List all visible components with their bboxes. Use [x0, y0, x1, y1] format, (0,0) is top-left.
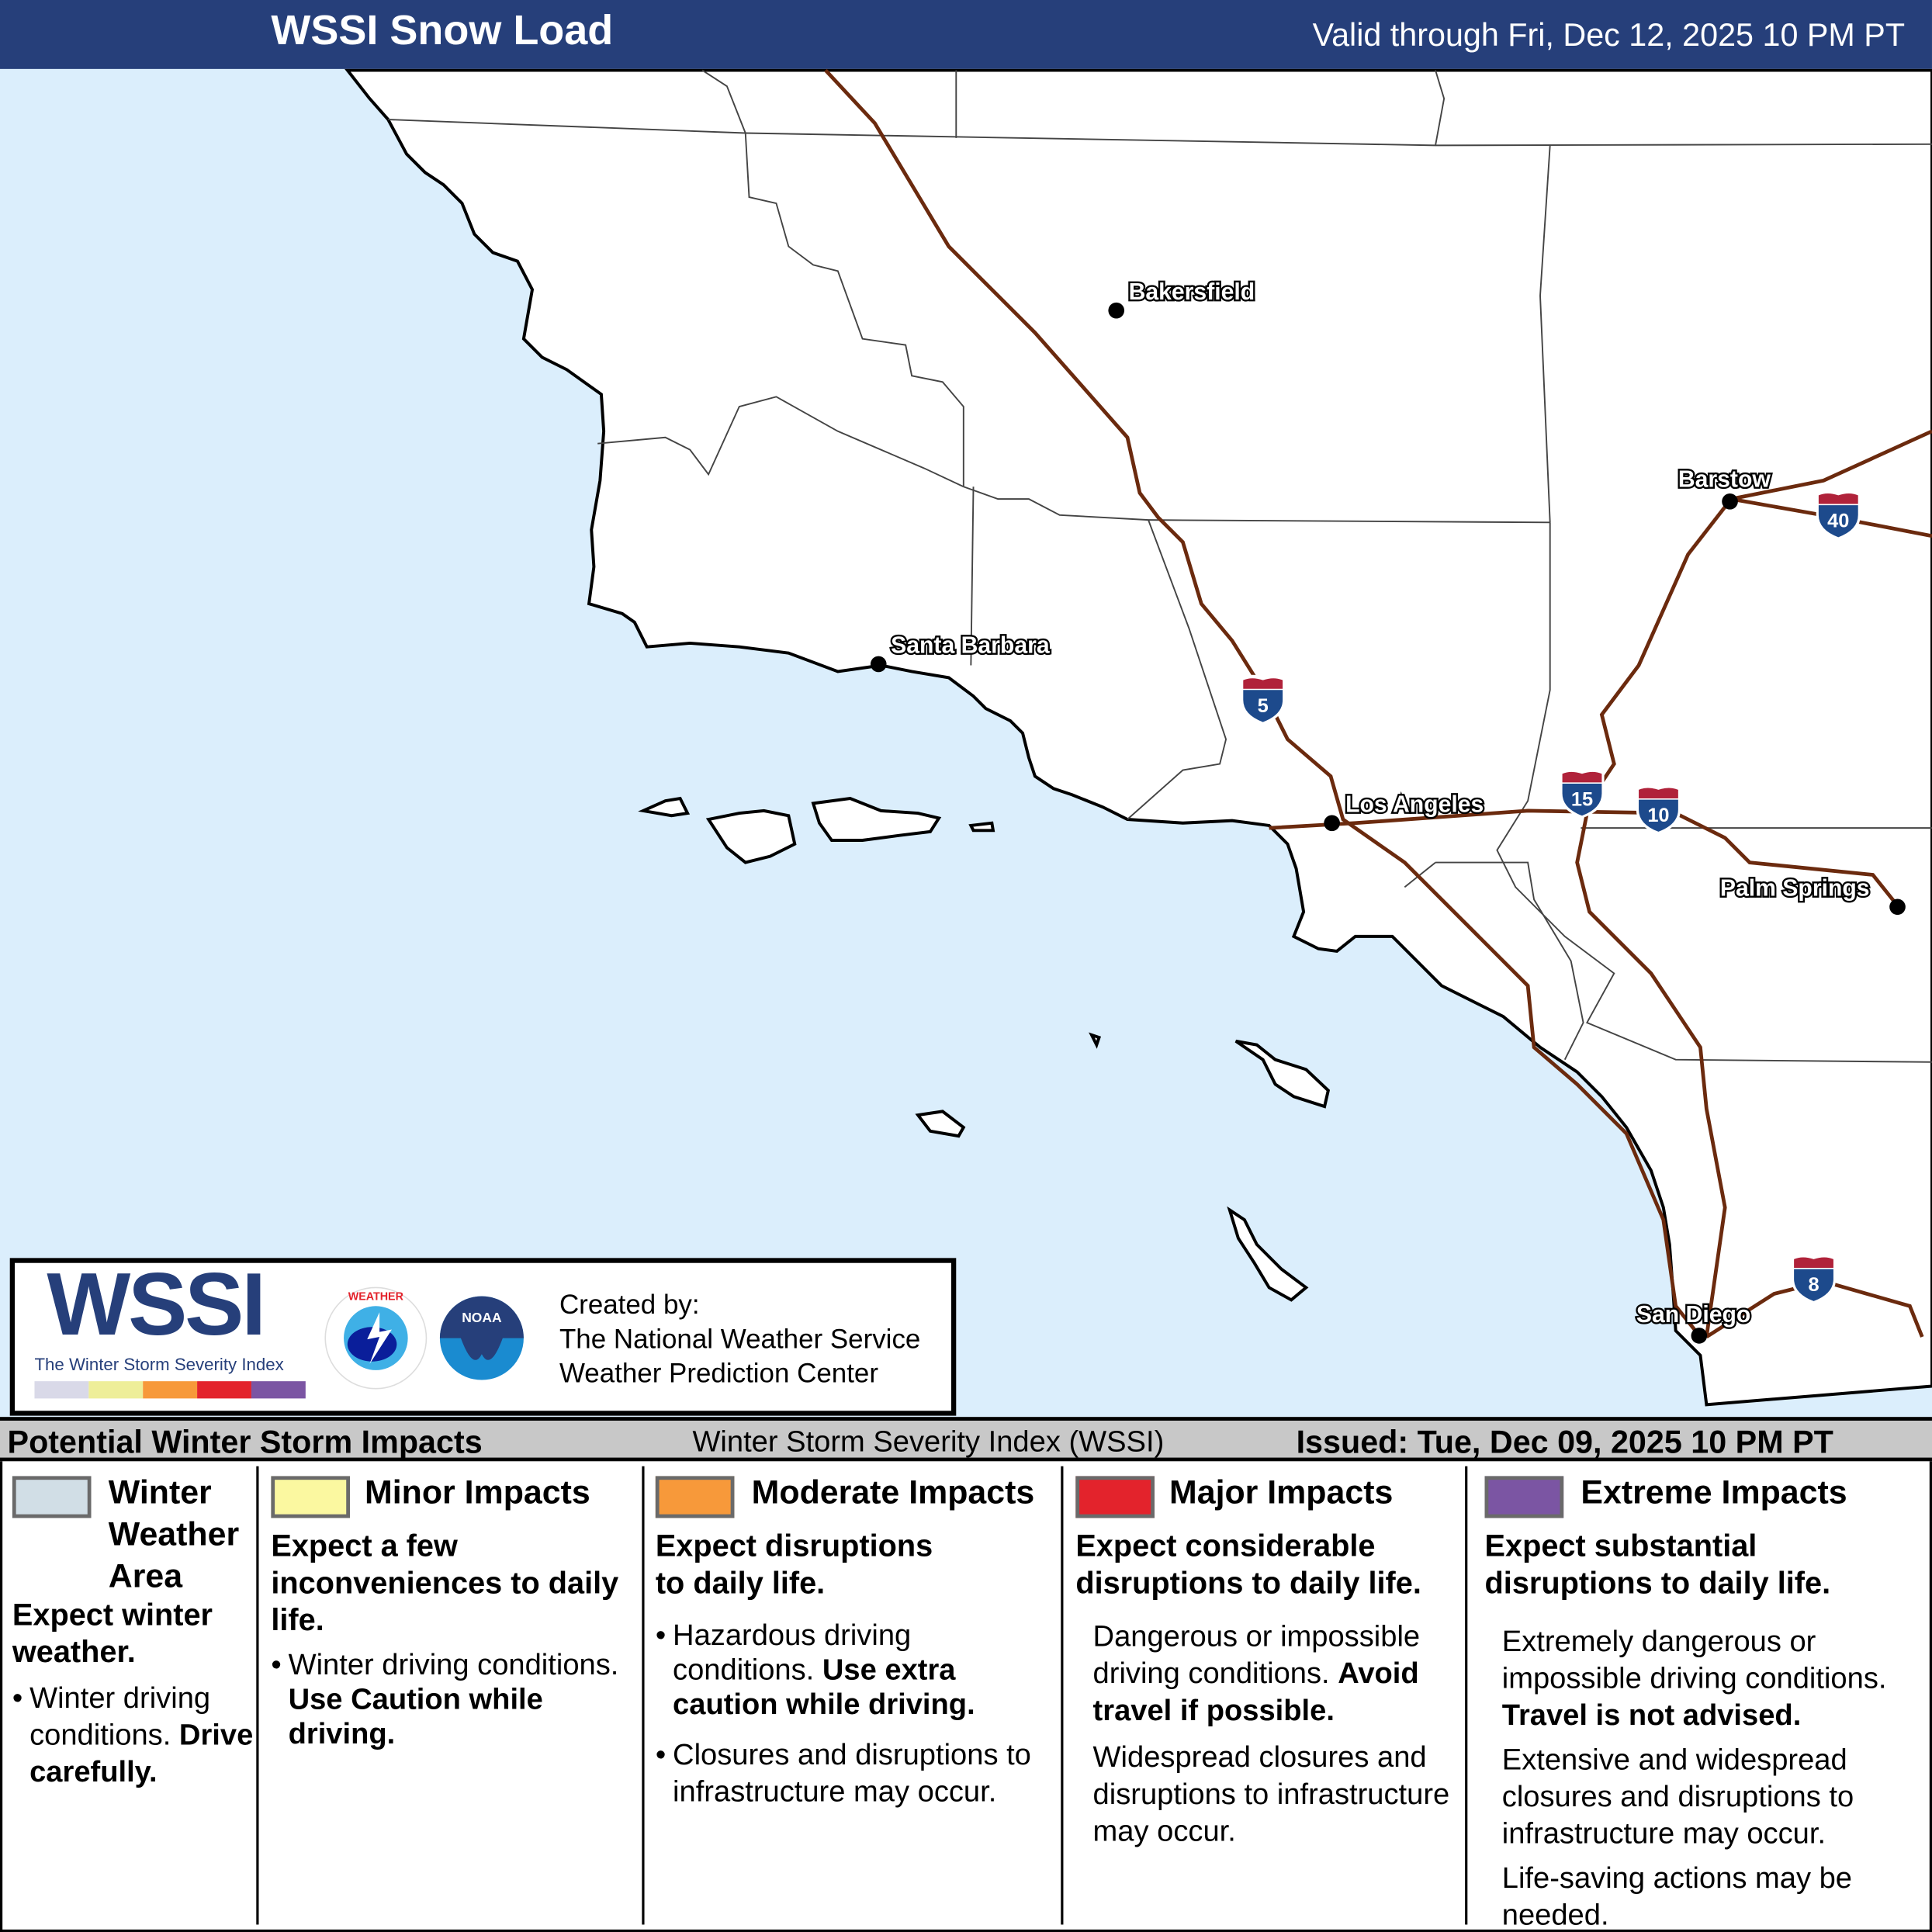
city-marker — [1324, 815, 1340, 832]
county-lines — [388, 69, 1932, 1063]
city-marker — [1691, 1328, 1708, 1344]
city-label: Los Angeles — [1345, 791, 1484, 817]
page-title: WSSI Snow Load — [271, 7, 614, 54]
legend-bullet: Winter driving conditions. — [288, 1648, 619, 1682]
legend-item-title: Minor Impacts — [365, 1473, 590, 1511]
legend-text: Extensive and widespread closures and di… — [1501, 1743, 1854, 1851]
city-marker — [1889, 898, 1906, 916]
legend-item-summary: Expect a few inconveniences to daily lif… — [271, 1529, 619, 1638]
legend-bullet-bold: Use extra caution while driving. — [673, 1653, 975, 1722]
color-bar-swatch — [34, 1381, 89, 1399]
legend-subtitle: Winter Storm Severity Index (WSSI) — [692, 1425, 1165, 1459]
noaa-text: NOAA — [462, 1310, 502, 1325]
city-marker — [870, 656, 887, 673]
interstate-number: 15 — [1571, 789, 1593, 811]
highway-to-east — [1730, 429, 1932, 501]
credit-line: Created by: — [559, 1289, 700, 1320]
legend-bullet-bold: Use Caution while driving. — [288, 1683, 543, 1751]
map: 5 15 10 40 8 Bakersfield Barstow Santa Barbara… — [0, 68, 1932, 1418]
color-swatch — [271, 1476, 350, 1518]
legend-item-title: Major Impacts — [1169, 1473, 1394, 1511]
logo-box: WSSI The Winter Storm Severity Index WEA… — [9, 1255, 957, 1416]
city-label: Barstow — [1678, 466, 1771, 492]
nws-logo: WEATHER — [324, 1286, 428, 1390]
wssi-logo: WSSI — [47, 1255, 266, 1355]
islands — [638, 796, 1331, 1302]
color-bar-swatch — [143, 1381, 198, 1399]
city-label: Palm Springs — [1720, 875, 1870, 901]
legend-text: Dangerous or impossible driving conditio… — [1092, 1620, 1421, 1691]
noaa-logo: NOAA — [431, 1287, 533, 1389]
divider — [1061, 1466, 1064, 1925]
legend-item-summary: Expect considerable disruptions to daily… — [1075, 1529, 1421, 1601]
interstate-shield-icon: 40 — [1816, 490, 1861, 540]
legend-moderate-impacts: Moderate Impacts Expect disruptions to d… — [655, 1471, 1058, 1922]
interstate-shield-icon: 15 — [1560, 768, 1605, 819]
legend-minor-impacts: Minor Impacts Expect a few inconvenience… — [271, 1471, 638, 1922]
interstate-5 — [824, 68, 1702, 1338]
issued-time: Issued: Tue, Dec 09, 2025 10 PM PT — [1296, 1423, 1833, 1460]
legend-bullet: Closures and disruptions to infrastructu… — [673, 1738, 1031, 1809]
color-bar-swatch — [251, 1381, 306, 1399]
legend-item-title: Extreme Impacts — [1581, 1473, 1847, 1511]
svg-text:WEATHER: WEATHER — [348, 1290, 404, 1303]
severity-color-bar — [34, 1381, 306, 1399]
interstate-10 — [1269, 808, 1899, 907]
map-svg: 5 15 10 40 8 Bakersfield Barstow Santa Barbara… — [345, 68, 1932, 1407]
divider — [256, 1466, 259, 1925]
divider — [1465, 1466, 1468, 1925]
interstate-number: 5 — [1258, 695, 1269, 717]
legend-bar: Potential Winter Storm Impacts Winter St… — [0, 1417, 1932, 1462]
legend-text: Widespread closures and disruptions to i… — [1092, 1740, 1450, 1848]
interstate-shields: 5 15 10 40 8 — [1241, 490, 1861, 1304]
legend-text-bold: Travel is not advised. — [1501, 1698, 1802, 1733]
legend: Winter Weather Area Expect winter weathe… — [0, 1461, 1932, 1932]
legend-item-summary: Expect disruptions to daily life. — [655, 1529, 933, 1601]
interstate-shield-icon: 10 — [1636, 784, 1681, 835]
credit-line: Weather Prediction Center — [559, 1357, 878, 1389]
city-label: Bakersfield — [1129, 279, 1255, 305]
credit: Created by: The National Weather Service… — [559, 1287, 920, 1390]
legend-item-summary: Expect winter weather. — [12, 1598, 213, 1670]
legend-bullet: Hazardous driving conditions. — [673, 1619, 912, 1687]
wssi-subtitle: The Winter Storm Severity Index — [34, 1354, 284, 1374]
color-swatch — [1075, 1476, 1155, 1518]
legend-bullet: Winter driving conditions. — [29, 1681, 211, 1753]
interstate-number: 8 — [1808, 1274, 1819, 1296]
valid-time: Valid through Fri, Dec 12, 2025 10 PM PT — [1312, 16, 1906, 54]
color-bar-swatch — [197, 1381, 251, 1399]
city-marker — [1108, 302, 1125, 319]
color-bar-swatch — [88, 1381, 144, 1399]
color-swatch — [1484, 1476, 1564, 1518]
legend-extreme-impacts: Extreme Impacts Expect substantial disru… — [1484, 1471, 1931, 1932]
interstate-15 — [1575, 497, 1733, 1338]
credit-line: The National Weather Service — [559, 1323, 921, 1355]
legend-item-summary: Expect substantial disruptions to daily … — [1484, 1529, 1831, 1601]
legend-bullet-bold: Drive carefully. — [29, 1719, 254, 1789]
legend-text: Extremely dangerous or impossible drivin… — [1501, 1625, 1887, 1696]
city-label: Santa Barbara — [891, 633, 1050, 659]
cities: Bakersfield Barstow Santa Barbara Los Angel… — [870, 278, 1906, 1344]
legend-text-bold: Avoid travel if possible. — [1092, 1657, 1419, 1728]
color-swatch — [655, 1476, 735, 1518]
legend-title: Potential Winter Storm Impacts — [7, 1423, 483, 1460]
interstate-shield-icon: 8 — [1791, 1254, 1837, 1304]
legend-item-title: Moderate Impacts — [751, 1473, 1035, 1511]
color-swatch — [12, 1476, 92, 1518]
legend-text: Life-saving actions may be needed. — [1501, 1861, 1853, 1932]
legend-item-title: Winter Weather Area — [108, 1473, 240, 1594]
interstate-shield-icon: 5 — [1241, 674, 1286, 725]
city-marker — [1722, 493, 1738, 510]
city-label: San Diego — [1636, 1302, 1750, 1328]
legend-winter-weather-area: Winter Weather Area Expect winter weathe… — [12, 1471, 256, 1922]
land — [345, 68, 1932, 1407]
legend-major-impacts: Major Impacts Expect considerable disrup… — [1075, 1471, 1463, 1922]
interstate-number: 10 — [1647, 805, 1669, 826]
interstate-number: 40 — [1827, 511, 1849, 532]
header: WSSI Snow Load Valid through Fri, Dec 12… — [0, 0, 1932, 69]
divider — [642, 1466, 645, 1925]
